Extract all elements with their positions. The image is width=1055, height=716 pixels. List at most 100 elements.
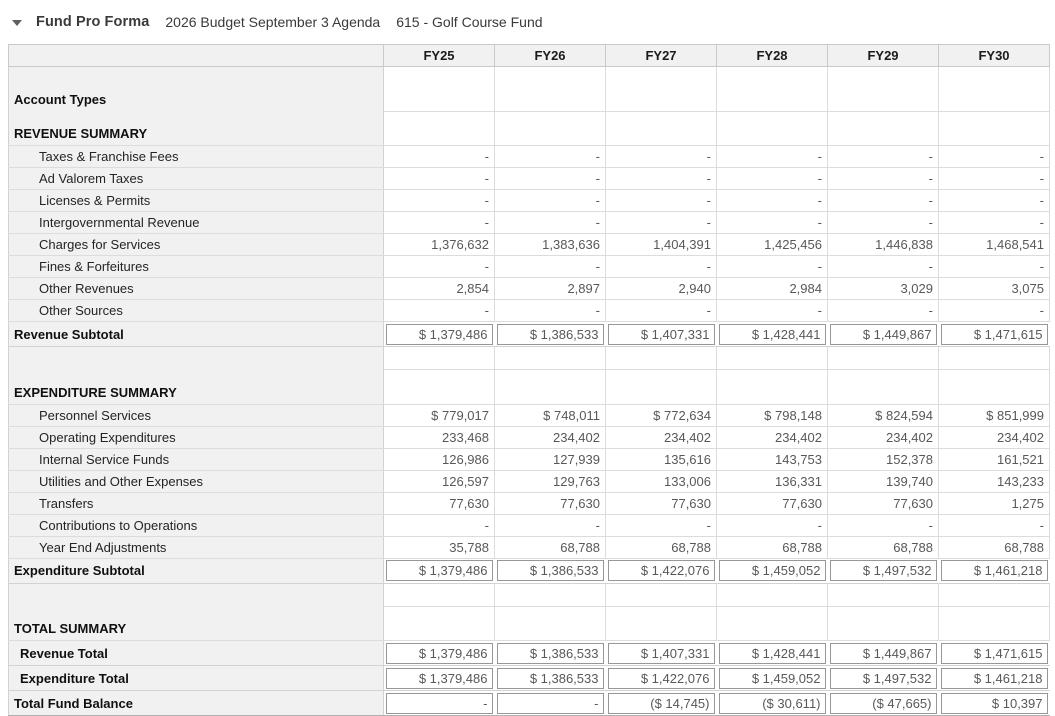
cell-total-summary-fy30: [938, 606, 1050, 641]
boxed-value-revenue-total-fy30: $ 1,471,615: [940, 642, 1048, 664]
row-label-expenditure-subtotal: Expenditure Subtotal: [8, 558, 384, 584]
cell-contributions-to-operations-fy28: -: [716, 514, 828, 537]
cell-revenue-summary-fy28: [716, 111, 828, 146]
cell-personnel-services-fy29: $ 824,594: [827, 404, 939, 427]
boxed-value-total-fund-balance-fy26: -: [496, 692, 604, 714]
cell-account-types-fy26: [494, 66, 606, 112]
table-row-blank: [8, 346, 1050, 370]
cell-ad-valorem-taxes-fy28: -: [716, 167, 828, 190]
cell-licenses-permits-fy28: -: [716, 189, 828, 212]
row-label-other-sources: Other Sources: [8, 299, 384, 322]
cell-licenses-permits-fy26: -: [494, 189, 606, 212]
cell-other-sources-fy29: -: [827, 299, 939, 322]
cell-operating-expenditures-fy25: 233,468: [383, 426, 495, 449]
table-row-taxes-franchise-fees: Taxes & Franchise Fees - - - - - -: [8, 145, 1050, 168]
cell-expenditure-summary-fy29: [827, 369, 939, 405]
cell-utilities-and-other-expenses-fy27: 133,006: [605, 470, 717, 493]
cell-account-types-fy30: [938, 66, 1050, 112]
cell-blank-fy27: [605, 583, 717, 607]
boxed-value-total-fund-balance-fy25: -: [386, 692, 493, 714]
cell-charges-for-services-fy27: 1,404,391: [605, 233, 717, 256]
row-label-other-revenues: Other Revenues: [8, 277, 384, 300]
table-row-operating-expenditures: Operating Expenditures 233,468 234,402 234,…: [8, 426, 1050, 449]
cell-blank-fy30: [938, 346, 1050, 370]
cell-fines-forfeitures-fy27: -: [605, 255, 717, 278]
cell-total-fund-balance-fy25: -: [383, 690, 495, 716]
column-header-fy30: FY30: [938, 44, 1050, 67]
boxed-value-expenditure-subtotal-fy25: $ 1,379,486: [386, 560, 493, 581]
cell-personnel-services-fy27: $ 772,634: [605, 404, 717, 427]
cell-expenditure-total-fy26: $ 1,386,533: [494, 665, 606, 691]
cell-total-summary-fy27: [605, 606, 717, 641]
cell-personnel-services-fy30: $ 851,999: [938, 404, 1050, 427]
column-header-fy29: FY29: [827, 44, 939, 67]
cell-blank-fy30: [938, 583, 1050, 607]
cell-total-summary-fy26: [494, 606, 606, 641]
cell-revenue-total-fy29: $ 1,449,867: [827, 640, 939, 666]
row-label-operating-expenditures: Operating Expenditures: [8, 426, 384, 449]
cell-blank-fy28: [716, 346, 828, 370]
cell-utilities-and-other-expenses-fy25: 126,597: [383, 470, 495, 493]
boxed-value-revenue-subtotal-fy27: $ 1,407,331: [607, 323, 715, 345]
collapse-caret-icon[interactable]: [12, 20, 22, 26]
row-label-charges-for-services: Charges for Services: [8, 233, 384, 256]
cell-revenue-summary-fy26: [494, 111, 606, 146]
cell-total-summary-fy28: [716, 606, 828, 641]
boxed-value-revenue-subtotal-fy26: $ 1,386,533: [496, 323, 604, 345]
cell-licenses-permits-fy27: -: [605, 189, 717, 212]
cell-expenditure-total-fy28: $ 1,459,052: [716, 665, 828, 691]
cell-internal-service-funds-fy28: 143,753: [716, 448, 828, 471]
cell-blank-fy26: [494, 346, 606, 370]
boxed-value-expenditure-total-fy25: $ 1,379,486: [386, 667, 493, 689]
cell-other-revenues-fy27: 2,940: [605, 277, 717, 300]
cell-other-sources-fy26: -: [494, 299, 606, 322]
table-row-revenue-summary: REVENUE SUMMARY: [8, 111, 1050, 146]
row-label-total-summary: TOTAL SUMMARY: [8, 606, 384, 641]
cell-blank-fy29: [827, 346, 939, 370]
cell-expenditure-total-fy25: $ 1,379,486: [383, 665, 495, 691]
cell-licenses-permits-fy30: -: [938, 189, 1050, 212]
report-titlebar: Fund Pro Forma 2026 Budget September 3 A…: [8, 10, 1055, 34]
cell-transfers-fy25: 77,630: [383, 492, 495, 515]
boxed-value-expenditure-total-fy27: $ 1,422,076: [607, 667, 715, 689]
cell-expenditure-subtotal-fy27: $ 1,422,076: [605, 558, 717, 584]
cell-revenue-summary-fy27: [605, 111, 717, 146]
cell-other-revenues-fy29: 3,029: [827, 277, 939, 300]
boxed-value-revenue-total-fy28: $ 1,428,441: [718, 642, 826, 664]
cell-other-revenues-fy25: 2,854: [383, 277, 495, 300]
cell-expenditure-total-fy30: $ 1,461,218: [938, 665, 1050, 691]
table-row-other-sources: Other Sources - - - - - -: [8, 299, 1050, 322]
cell-expenditure-subtotal-fy30: $ 1,461,218: [938, 558, 1050, 584]
cell-total-fund-balance-fy27: ($ 14,745): [605, 690, 717, 716]
cell-charges-for-services-fy30: 1,468,541: [938, 233, 1050, 256]
column-header-row: FY25 FY26 FY27 FY28 FY29 FY30: [8, 44, 1050, 67]
cell-blank-fy27: [605, 346, 717, 370]
cell-other-revenues-fy28: 2,984: [716, 277, 828, 300]
row-label-personnel-services: Personnel Services: [8, 404, 384, 427]
cell-intergovernmental-revenue-fy30: -: [938, 211, 1050, 234]
cell-ad-valorem-taxes-fy29: -: [827, 167, 939, 190]
cell-ad-valorem-taxes-fy30: -: [938, 167, 1050, 190]
cell-transfers-fy29: 77,630: [827, 492, 939, 515]
cell-expenditure-summary-fy28: [716, 369, 828, 405]
cell-total-summary-fy25: [383, 606, 495, 641]
cell-internal-service-funds-fy27: 135,616: [605, 448, 717, 471]
table-row-charges-for-services: Charges for Services 1,376,632 1,383,636 1,…: [8, 233, 1050, 256]
cell-revenue-subtotal-fy25: $ 1,379,486: [383, 321, 495, 347]
cell-revenue-subtotal-fy27: $ 1,407,331: [605, 321, 717, 347]
cell-personnel-services-fy25: $ 779,017: [383, 404, 495, 427]
table-row-year-end-adjustments: Year End Adjustments 35,788 68,788 68,788 68…: [8, 536, 1050, 559]
cell-total-fund-balance-fy28: ($ 30,611): [716, 690, 828, 716]
cell-transfers-fy26: 77,630: [494, 492, 606, 515]
row-label-total-fund-balance: Total Fund Balance: [8, 690, 384, 716]
cell-internal-service-funds-fy30: 161,521: [938, 448, 1050, 471]
cell-intergovernmental-revenue-fy27: -: [605, 211, 717, 234]
boxed-value-revenue-total-fy26: $ 1,386,533: [496, 642, 604, 664]
cell-year-end-adjustments-fy26: 68,788: [494, 536, 606, 559]
cell-revenue-subtotal-fy30: $ 1,471,615: [938, 321, 1050, 347]
cell-account-types-fy25: [383, 66, 495, 112]
table-row-total-fund-balance: Total Fund Balance - - ($ 14,745) ($ 30,611)…: [8, 690, 1050, 716]
cell-intergovernmental-revenue-fy25: -: [383, 211, 495, 234]
row-label-column-header: [8, 44, 384, 67]
boxed-value-revenue-subtotal-fy25: $ 1,379,486: [386, 323, 493, 345]
